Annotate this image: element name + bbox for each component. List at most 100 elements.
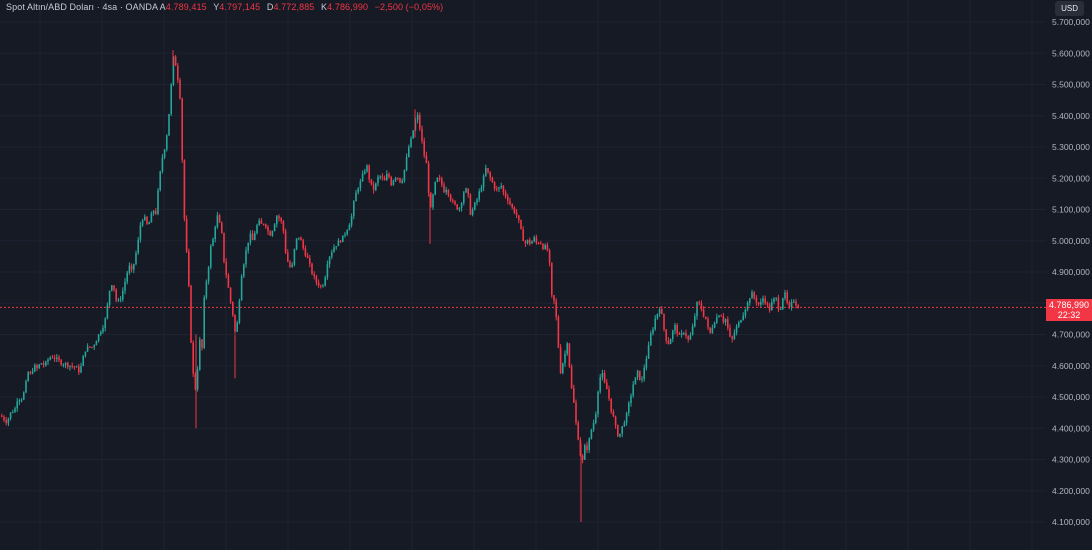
candle-body <box>454 201 456 205</box>
candle-body <box>218 215 221 223</box>
candle-body <box>603 372 606 383</box>
candle-body <box>665 329 667 341</box>
candle-body <box>449 194 452 201</box>
candle-body <box>289 261 291 268</box>
candle-body <box>555 300 557 318</box>
candle-body <box>425 155 428 164</box>
candle-body <box>718 315 720 318</box>
candle-body <box>269 231 271 236</box>
currency-button[interactable]: USD <box>1055 1 1084 16</box>
candle-body <box>36 365 38 369</box>
last-price-label: 4.786,990 <box>1048 300 1090 311</box>
candle-body <box>339 240 342 243</box>
candle-body <box>27 372 29 382</box>
candle-body <box>139 225 142 240</box>
candle-body <box>115 289 117 301</box>
candle-body <box>753 292 755 298</box>
candle-body <box>771 302 773 311</box>
candle-body <box>210 245 212 268</box>
candle-body <box>636 370 639 378</box>
candle-body <box>579 439 582 456</box>
candle-body <box>773 298 775 303</box>
candle-body <box>5 420 7 424</box>
candle-body <box>392 180 395 186</box>
candle-body <box>375 183 377 190</box>
candle-body <box>760 302 762 305</box>
candle-body <box>126 272 128 282</box>
candle-body <box>672 330 674 340</box>
candle-body <box>29 372 32 374</box>
candle-body <box>295 238 298 249</box>
candle-body <box>520 220 522 230</box>
candle-body <box>298 237 300 239</box>
candle-body <box>577 422 579 440</box>
candle-body <box>628 403 630 414</box>
candle-body <box>161 157 164 172</box>
candle-body <box>762 298 764 303</box>
candle-body <box>240 276 243 301</box>
candle-body <box>157 190 159 214</box>
candle-body <box>452 200 454 202</box>
high-label: Y <box>213 2 220 12</box>
candle-body <box>465 188 467 193</box>
candle-body <box>106 304 109 319</box>
candle-body <box>564 353 566 364</box>
candle-body <box>346 230 348 235</box>
candle-body <box>515 212 518 216</box>
candle-body <box>353 201 355 217</box>
candle-body <box>18 400 21 402</box>
candle-body <box>201 339 203 348</box>
candle-body <box>306 255 309 258</box>
candle-body <box>632 384 634 396</box>
candle-body <box>463 192 465 203</box>
candle-body <box>782 298 784 310</box>
candle-body <box>183 160 186 219</box>
bar-countdown: 22:32 <box>1057 310 1081 321</box>
candle-body <box>23 392 25 400</box>
candle-body <box>16 401 18 409</box>
candle-body <box>493 182 496 189</box>
candle-body <box>669 339 672 345</box>
candle-body <box>432 194 434 208</box>
candle-body <box>566 343 568 354</box>
candle-body <box>529 239 531 244</box>
candle-body <box>199 339 201 370</box>
candle-body <box>621 426 623 434</box>
candle-body <box>117 299 120 301</box>
candle-body <box>177 65 179 80</box>
candle-body <box>766 303 769 305</box>
candle-body <box>276 216 278 225</box>
candle-body <box>667 340 670 345</box>
close-label: K <box>321 2 328 12</box>
candle-body <box>581 455 584 460</box>
candle-body <box>370 179 373 185</box>
candle-body <box>282 221 285 231</box>
symbol-legend: Spot Altın/ABD Doları · 4sa · OANDA A4.7… <box>6 2 447 12</box>
candle-body <box>350 216 353 226</box>
candle-body <box>249 233 252 243</box>
candle-body <box>78 366 80 373</box>
candle-body <box>652 329 654 334</box>
candle-body <box>42 363 45 366</box>
candle-body <box>335 246 337 248</box>
candle-body <box>568 343 571 367</box>
candle-body <box>73 366 76 368</box>
candle-body <box>355 192 357 202</box>
candle-body <box>67 363 69 367</box>
candle-body <box>540 243 542 245</box>
candle-body <box>524 240 527 244</box>
candle-body <box>152 210 155 214</box>
candle-body <box>575 402 577 423</box>
candle-body <box>359 181 362 189</box>
candle-body <box>504 192 507 197</box>
candle-body <box>476 199 478 203</box>
candle-body <box>674 325 676 331</box>
candle-body <box>606 382 608 390</box>
candle-body <box>434 181 436 195</box>
candle-body <box>401 180 403 183</box>
y-tick-label: 4.200,000 <box>1052 486 1090 496</box>
candle-body <box>49 357 51 360</box>
candle-body <box>243 264 245 277</box>
candle-body <box>544 244 546 250</box>
